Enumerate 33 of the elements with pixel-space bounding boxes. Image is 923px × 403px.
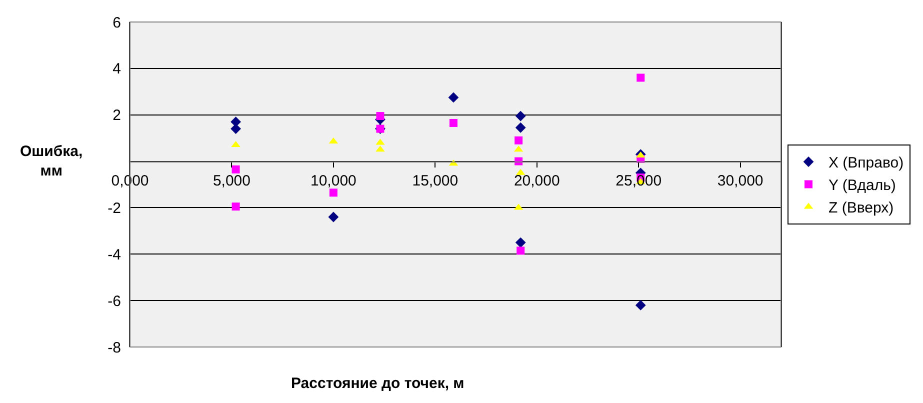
- x-tick-label: 10,000: [310, 172, 356, 190]
- y-tick-label: -6: [108, 292, 121, 310]
- legend-label: Z (Вверх): [828, 200, 894, 217]
- x-axis-title: Расстояние до точек, м: [291, 375, 464, 392]
- point: [328, 212, 339, 222]
- point: [449, 118, 458, 127]
- legend-label: X (Вправо): [828, 154, 904, 172]
- y-tick-label: -2: [108, 200, 121, 217]
- point: [230, 124, 241, 134]
- point: [448, 92, 459, 103]
- point: [514, 136, 523, 144]
- point: [232, 202, 240, 211]
- y-tick-label: 4: [112, 60, 121, 78]
- point: [232, 165, 240, 174]
- x-tick-label: 5,000: [212, 172, 250, 190]
- y-tick-label: 2: [112, 107, 121, 124]
- x-tick-label: 25,000: [616, 172, 662, 190]
- point: [636, 74, 645, 82]
- y-tick-label: 6: [112, 14, 121, 32]
- point: [515, 237, 526, 248]
- point: [515, 122, 526, 133]
- legend-label: Y (Вдаль): [828, 177, 896, 194]
- x-tick-label: 30,000: [717, 172, 764, 190]
- point: [329, 188, 338, 197]
- x-tick-label: 15,000: [412, 172, 458, 190]
- point: [515, 110, 526, 122]
- point: [635, 300, 646, 310]
- y-axis-title: Ошибка, мм: [20, 143, 83, 180]
- x-tick-label: 20,000: [514, 172, 560, 190]
- y-tick-label: -4: [108, 246, 121, 264]
- y-tick-label: -8: [108, 339, 121, 356]
- point: [516, 246, 525, 255]
- point: [376, 112, 384, 120]
